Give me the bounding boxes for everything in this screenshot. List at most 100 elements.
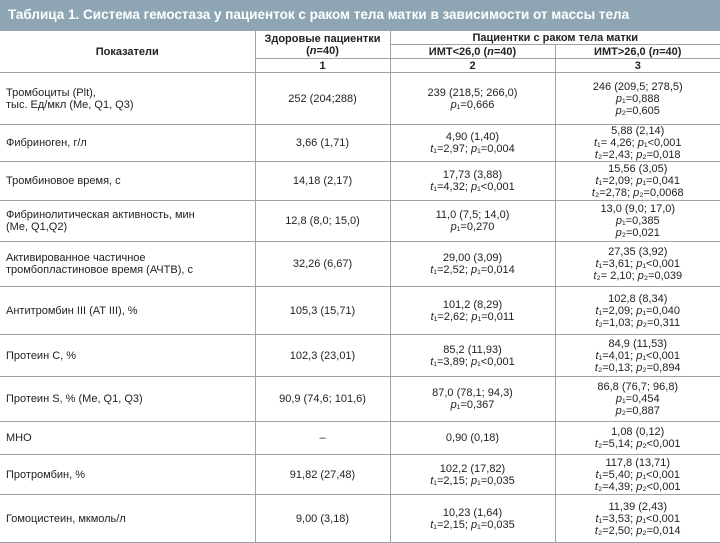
indicator-cell: Фибринолитическая активность, мин(Me, Q1… — [0, 201, 255, 242]
cell-line: p₂=0,605 — [556, 105, 720, 117]
value-cell: 11,0 (7,5; 14,0)p₁=0,270 — [390, 201, 555, 242]
cell-line: t₁=2,97; p₁=0,004 — [391, 143, 555, 155]
indicator-cell: Антитромбин III (AT III), % — [0, 287, 255, 335]
indicator-cell: Гомоцистеин, мкмоль/л — [0, 495, 255, 543]
cell-line: t₂=4,39; p₂<0,001 — [556, 481, 720, 493]
cell-line: 101,2 (8,29) — [391, 299, 555, 311]
value-cell: 102,3 (23,01) — [255, 335, 390, 377]
cell-line: t₁=4,32; p₁<0,001 — [391, 181, 555, 193]
header-cell: ИМТ>26,0 (n=40) — [555, 45, 720, 59]
cell-line: t₁=2,09; p₁=0,040 — [556, 305, 720, 317]
table-row: Тромбоциты (Plt),тыс. Ед/мкл (Me, Q1, Q3… — [0, 73, 720, 125]
header-cell: ИМТ<26,0 (n=40) — [390, 45, 555, 59]
cell-line: 84,9 (11,53) — [556, 338, 720, 350]
cell-line: 87,0 (78,1; 94,3) — [391, 387, 555, 399]
cell-line: 17,73 (3,88) — [391, 169, 555, 181]
cell-line: Активированное частичное — [6, 252, 255, 264]
value-cell: 0,90 (0,18) — [390, 422, 555, 455]
cell-line: тыс. Ед/мкл (Me, Q1, Q3) — [6, 99, 255, 111]
cell-line: t₁=2,62; p₁=0,011 — [391, 311, 555, 323]
cell-line: t₁=3,89; p₁<0,001 — [391, 356, 555, 368]
cell-line: 10,23 (1,64) — [391, 507, 555, 519]
cell-line: 4,90 (1,40) — [391, 131, 555, 143]
cell-line: 90,9 (74,6; 101,6) — [256, 393, 390, 405]
cell-line: 91,82 (27,48) — [256, 469, 390, 481]
column-number: 3 — [555, 59, 720, 73]
cell-line: 5,88 (2,14) — [556, 125, 720, 137]
value-cell: 14,18 (2,17) — [255, 162, 390, 201]
cell-line: 246 (209,5; 278,5) — [556, 81, 720, 93]
table-row: Протеин С, %102,3 (23,01)85,2 (11,93)t₁=… — [0, 335, 720, 377]
cell-line: t₁=3,61; p₁<0,001 — [556, 258, 720, 270]
cell-line: 85,2 (11,93) — [391, 344, 555, 356]
indicator-cell: Тромбоциты (Plt),тыс. Ед/мкл (Me, Q1, Q3… — [0, 73, 255, 125]
table-row: Протромбин, %91,82 (27,48)102,2 (17,82)t… — [0, 455, 720, 495]
cell-line: 102,3 (23,01) — [256, 350, 390, 362]
cell-line: t₂=1,03; p₂=0,311 — [556, 317, 720, 329]
cell-line: 252 (204;288) — [256, 93, 390, 105]
value-cell: 90,9 (74,6; 101,6) — [255, 377, 390, 422]
value-cell: 32,26 (6,67) — [255, 242, 390, 287]
table-row: Фибринолитическая активность, мин(Me, Q1… — [0, 201, 720, 242]
value-cell: 85,2 (11,93)t₁=3,89; p₁<0,001 — [390, 335, 555, 377]
indicator-cell: МНО — [0, 422, 255, 455]
value-cell: 239 (218,5; 266,0)p₁=0,666 — [390, 73, 555, 125]
table-row: МНО–0,90 (0,18)1,08 (0,12)t₂=5,14; p₂<0,… — [0, 422, 720, 455]
value-cell: 10,23 (1,64)t₁=2,15; p₁=0,035 — [390, 495, 555, 543]
cell-line: p₁=0,888 — [556, 93, 720, 105]
cell-line: t₁=5,40; p₁<0,001 — [556, 469, 720, 481]
cell-line: 9,00 (3,18) — [256, 513, 390, 525]
column-number: 2 — [390, 59, 555, 73]
value-cell: – — [255, 422, 390, 455]
cell-line: МНО — [6, 432, 255, 444]
cell-line: t₁=2,15; p₁=0,035 — [391, 475, 555, 487]
indicator-cell: Тромбиновое время, с — [0, 162, 255, 201]
cell-line: Гомоцистеин, мкмоль/л — [6, 513, 255, 525]
value-cell: 252 (204;288) — [255, 73, 390, 125]
value-cell: 9,00 (3,18) — [255, 495, 390, 543]
cell-line: Протромбин, % — [6, 469, 255, 481]
cell-line: (Me, Q1,Q2) — [6, 221, 255, 233]
cell-line: 15,56 (3,05) — [556, 163, 720, 175]
cell-line: 239 (218,5; 266,0) — [391, 87, 555, 99]
value-cell: 102,2 (17,82)t₁=2,15; p₁=0,035 — [390, 455, 555, 495]
cell-line: – — [256, 432, 390, 444]
cell-line: 0,90 (0,18) — [391, 432, 555, 444]
value-cell: 12,8 (8,0; 15,0) — [255, 201, 390, 242]
cell-line: p₂=0,887 — [556, 405, 720, 417]
indicator-cell: Протромбин, % — [0, 455, 255, 495]
cell-line: 13,0 (9,0; 17,0) — [556, 203, 720, 215]
cell-line: t₁=3,53; p₁<0,001 — [556, 513, 720, 525]
header-line: (n=40) — [256, 45, 390, 57]
table-title: Таблица 1. Система гемостаза у пациенток… — [0, 0, 720, 30]
cell-line: t₂=5,14; p₂<0,001 — [556, 438, 720, 450]
cell-line: Тромбиновое время, с — [6, 175, 255, 187]
value-cell: 4,90 (1,40)t₁=2,97; p₁=0,004 — [390, 125, 555, 162]
cell-line: тромбопластиновое время (АЧТВ), с — [6, 264, 255, 276]
cell-line: t₂=2,50; p₂=0,014 — [556, 525, 720, 537]
header-cell: Пациентки с раком тела матки — [390, 31, 720, 45]
table-row: Протеин S, % (Me, Q1, Q3)90,9 (74,6; 101… — [0, 377, 720, 422]
cell-line: p₁=0,270 — [391, 221, 555, 233]
indicator-cell: Протеин S, % (Me, Q1, Q3) — [0, 377, 255, 422]
indicator-cell: Протеин С, % — [0, 335, 255, 377]
indicator-cell: Фибриноген, г/л — [0, 125, 255, 162]
cell-line: p₂=0,021 — [556, 227, 720, 239]
cell-line: 117,8 (13,71) — [556, 457, 720, 469]
cell-line: t₁=2,15; p₁=0,035 — [391, 519, 555, 531]
table: Показатели Здоровые пациентки (n=40) Пац… — [0, 30, 720, 543]
cell-line: 3,66 (1,71) — [256, 137, 390, 149]
